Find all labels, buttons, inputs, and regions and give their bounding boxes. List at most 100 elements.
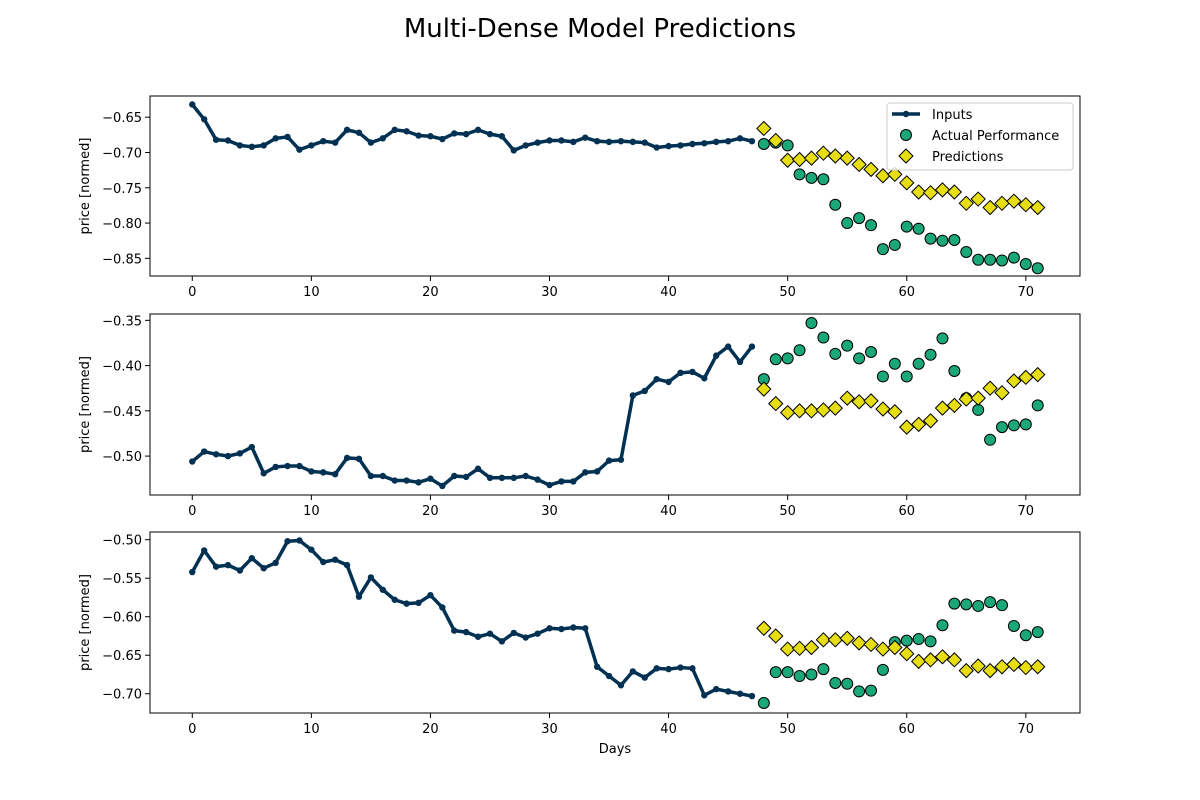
actual-point xyxy=(793,168,806,181)
actual-point xyxy=(924,635,937,648)
prediction-point xyxy=(1030,199,1046,216)
inputs-point xyxy=(284,538,291,545)
prediction-point xyxy=(946,397,963,414)
prediction-point xyxy=(768,132,784,149)
inputs-point xyxy=(558,137,565,144)
inputs-point xyxy=(593,468,601,475)
inputs-point xyxy=(200,116,208,123)
prediction-point xyxy=(803,639,820,656)
actual-point xyxy=(757,138,770,150)
inputs-point xyxy=(260,565,267,572)
actual-point xyxy=(996,599,1009,612)
y-tick-label: −0.40 xyxy=(102,360,142,375)
inputs-point xyxy=(308,546,315,553)
prediction-point xyxy=(791,640,808,657)
legend-label: Actual Performance xyxy=(932,129,1059,144)
actual-point xyxy=(793,670,806,683)
prediction-point xyxy=(851,156,867,173)
prediction-point xyxy=(768,628,784,644)
actual-point xyxy=(853,212,866,225)
inputs-point xyxy=(724,137,732,145)
inputs-point xyxy=(486,130,494,138)
inputs-point xyxy=(736,690,744,697)
x-tick-label: 70 xyxy=(1018,722,1035,737)
actual-point xyxy=(936,332,949,345)
inputs-point xyxy=(403,600,410,607)
prediction-point xyxy=(934,649,951,665)
prediction-point xyxy=(803,403,820,419)
inputs-point xyxy=(570,624,577,631)
inputs-point xyxy=(534,139,541,146)
inputs-point xyxy=(546,137,553,144)
x-tick-label: 30 xyxy=(541,504,558,519)
inputs-point xyxy=(677,142,684,149)
x-tick-label: 50 xyxy=(779,722,796,737)
inputs-point xyxy=(474,465,482,472)
inputs-point xyxy=(343,561,351,569)
inputs-point xyxy=(498,638,506,645)
inputs-point xyxy=(748,137,756,145)
actual-point xyxy=(984,253,997,266)
inputs-point xyxy=(355,455,363,462)
inputs-point xyxy=(605,457,613,464)
actual-point xyxy=(996,421,1009,434)
y-axis-label: price [normed] xyxy=(78,138,93,235)
actual-point xyxy=(793,344,806,357)
prediction-point xyxy=(768,395,784,412)
prediction-point xyxy=(779,404,796,421)
inputs-point xyxy=(653,665,660,672)
inputs-point xyxy=(617,456,625,463)
actual-point xyxy=(876,663,889,676)
inputs-point xyxy=(665,378,672,386)
inputs-point xyxy=(212,563,220,570)
subplot-2: 0 10 20 30 40 50 60 70 −0.50 −0.45 −0.40 −0.35 price… xyxy=(78,313,1081,519)
prediction-point xyxy=(803,150,820,166)
prediction-point xyxy=(1018,659,1034,676)
inputs-point xyxy=(379,472,386,480)
actual-point xyxy=(805,317,818,330)
inputs-point xyxy=(212,136,220,143)
inputs-point xyxy=(713,352,720,359)
prediction-point xyxy=(994,385,1010,401)
inputs-point xyxy=(403,128,410,135)
inputs-point xyxy=(212,451,220,458)
prediction-point xyxy=(946,184,963,200)
inputs-point xyxy=(546,625,553,632)
inputs-point xyxy=(641,387,648,395)
x-tick-label: 30 xyxy=(541,722,558,737)
inputs-point xyxy=(570,138,577,146)
legend-actual-marker xyxy=(900,129,912,141)
actual-point xyxy=(876,370,889,383)
inputs-point xyxy=(748,343,756,350)
y-tick-label: −0.45 xyxy=(102,405,142,420)
inputs-point xyxy=(284,133,291,141)
prediction-point xyxy=(887,166,903,183)
inputs-point xyxy=(713,138,720,146)
y-tick-label: −0.80 xyxy=(102,217,142,232)
inputs-point xyxy=(629,392,637,399)
prediction-point xyxy=(1006,373,1022,389)
prediction-point xyxy=(791,151,808,168)
actual-point xyxy=(829,347,842,360)
actual-point xyxy=(936,234,949,247)
actual-point xyxy=(984,596,997,609)
prediction-point xyxy=(899,645,915,662)
inputs-point xyxy=(391,126,398,134)
inputs-point xyxy=(498,474,506,482)
prediction-point xyxy=(899,175,915,191)
inputs-point xyxy=(343,126,351,134)
prediction-point xyxy=(863,636,879,653)
inputs-point xyxy=(427,591,434,599)
actual-point xyxy=(805,668,818,681)
inputs-point xyxy=(736,135,744,142)
inputs-point xyxy=(629,668,637,675)
actual-point xyxy=(817,663,830,676)
legend-label: Predictions xyxy=(932,150,1004,165)
x-tick-label: 20 xyxy=(422,504,439,519)
actual-point xyxy=(1007,619,1020,632)
actual-point xyxy=(912,357,925,370)
inputs-point xyxy=(415,599,422,607)
prediction-point xyxy=(779,152,796,168)
inputs-point xyxy=(617,682,625,689)
